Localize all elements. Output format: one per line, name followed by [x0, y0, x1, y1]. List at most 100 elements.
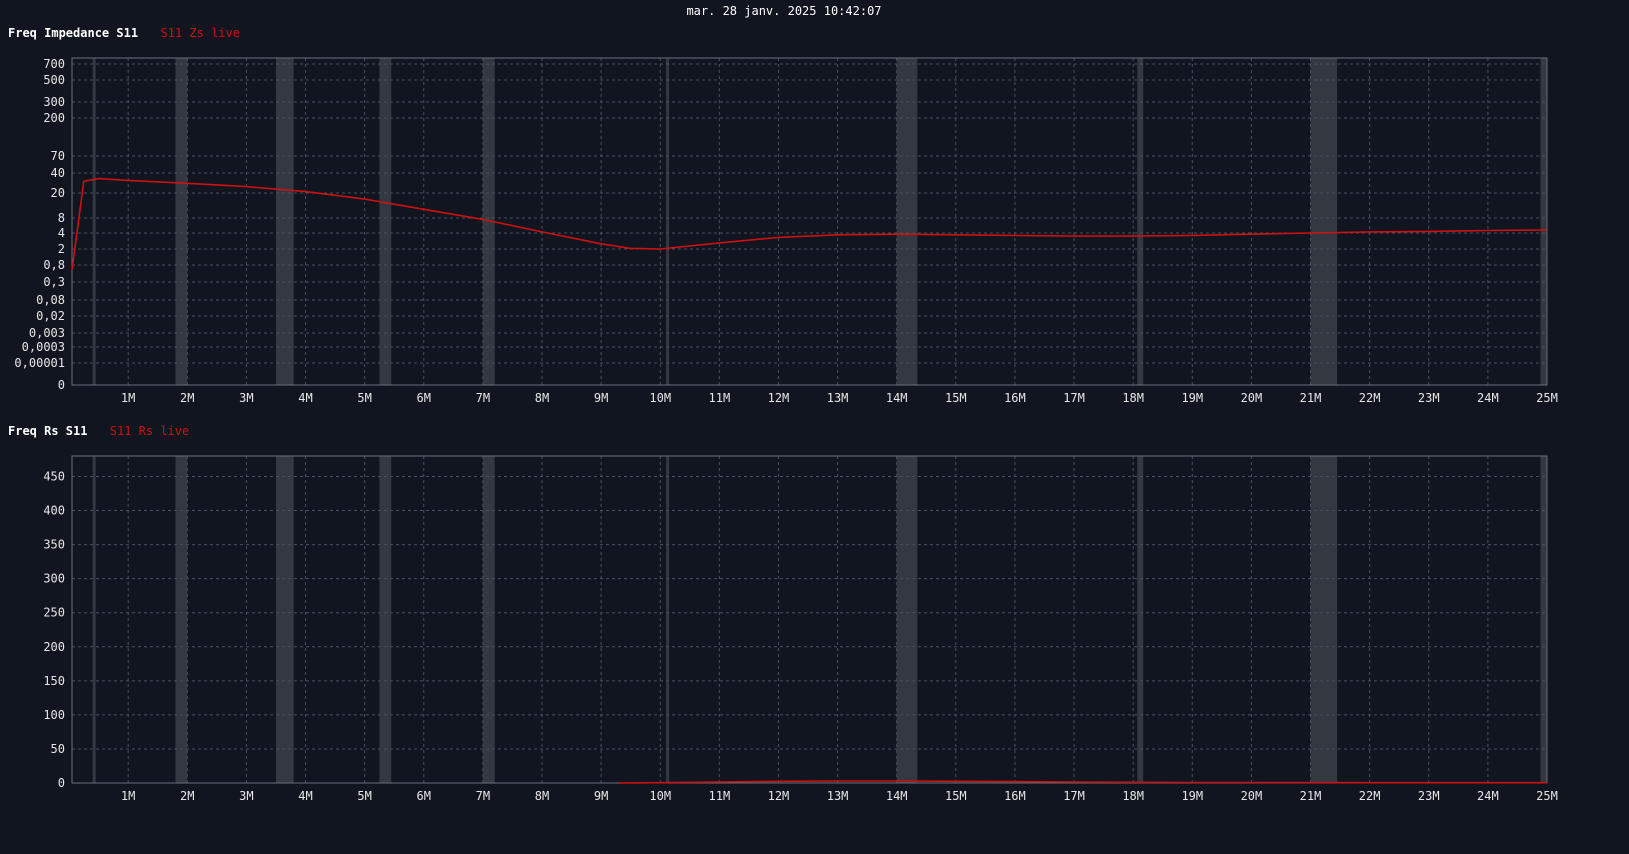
x-tick-label: 20M	[1241, 391, 1263, 405]
band-highlight	[379, 456, 392, 783]
series-line-s11-rs-live	[618, 780, 1547, 784]
y-tick-label: 500	[43, 73, 65, 87]
band-highlight	[896, 58, 918, 385]
band-highlight	[1540, 58, 1547, 385]
y-tick-label: 100	[43, 708, 65, 722]
x-tick-label: 1M	[121, 391, 135, 405]
band-highlight	[175, 58, 188, 385]
y-tick-label: 250	[43, 606, 65, 620]
y-tick-label: 4	[58, 226, 65, 240]
band-highlight	[379, 58, 392, 385]
x-tick-label: 10M	[649, 789, 671, 803]
legend-entry: S11 Zs live	[161, 26, 240, 40]
y-tick-label: 700	[43, 57, 65, 71]
band-highlight	[666, 456, 670, 783]
x-tick-label: 14M	[886, 391, 908, 405]
y-tick-label: 40	[51, 166, 65, 180]
chart-title: Freq Impedance S11	[8, 26, 138, 40]
band-highlight	[175, 456, 188, 783]
x-tick-label: 16M	[1004, 391, 1026, 405]
x-tick-label: 9M	[594, 789, 608, 803]
x-tick-label: 10M	[649, 391, 671, 405]
band-highlight	[92, 456, 96, 783]
x-tick-label: 19M	[1181, 391, 1203, 405]
band-highlight	[896, 456, 918, 783]
x-tick-label: 13M	[827, 789, 849, 803]
y-tick-label: 300	[43, 95, 65, 109]
band-highlight	[1137, 456, 1144, 783]
band-highlight	[275, 58, 294, 385]
plot-area-border	[71, 57, 1548, 386]
x-tick-label: 23M	[1418, 789, 1440, 803]
x-tick-label: 2M	[180, 391, 194, 405]
x-tick-label: 22M	[1359, 391, 1381, 405]
x-tick-label: 5M	[357, 789, 371, 803]
x-tick-label: 16M	[1004, 789, 1026, 803]
y-tick-label: 0	[58, 776, 65, 790]
x-tick-label: 11M	[709, 789, 731, 803]
y-tick-label: 2	[58, 242, 65, 256]
y-tick-label: 20	[51, 186, 65, 200]
x-tick-label: 8M	[535, 391, 549, 405]
plot-area-border	[71, 455, 1548, 784]
x-tick-label: 9M	[594, 391, 608, 405]
x-tick-label: 14M	[886, 789, 908, 803]
x-tick-label: 19M	[1181, 789, 1203, 803]
y-tick-label: 70	[51, 149, 65, 163]
y-tick-label: 0,0003	[22, 340, 65, 354]
x-tick-label: 24M	[1477, 789, 1499, 803]
x-tick-label: 17M	[1063, 789, 1085, 803]
x-tick-label: 3M	[239, 789, 253, 803]
band-highlight	[1540, 456, 1547, 783]
y-tick-label: 350	[43, 538, 65, 552]
x-tick-label: 3M	[239, 391, 253, 405]
legend-entry: S11 Rs live	[110, 424, 189, 438]
y-tick-label: 0,02	[36, 309, 65, 323]
x-tick-label: 8M	[535, 789, 549, 803]
x-tick-label: 20M	[1241, 789, 1263, 803]
x-tick-label: 4M	[298, 789, 312, 803]
band-highlight	[275, 456, 294, 783]
x-tick-label: 11M	[709, 391, 731, 405]
y-tick-label: 0	[58, 378, 65, 392]
band-highlight	[482, 58, 495, 385]
x-tick-label: 23M	[1418, 391, 1440, 405]
series-line-s11-zs-live	[71, 177, 1548, 271]
x-tick-label: 1M	[121, 789, 135, 803]
x-tick-label: 6M	[417, 391, 431, 405]
x-tick-label: 22M	[1359, 789, 1381, 803]
band-highlight	[666, 58, 670, 385]
band-highlight	[92, 58, 96, 385]
x-tick-label: 12M	[768, 789, 790, 803]
band-highlight	[482, 456, 495, 783]
y-tick-label: 0,08	[36, 293, 65, 307]
x-tick-label: 4M	[298, 391, 312, 405]
x-tick-label: 18M	[1122, 789, 1144, 803]
chart-title: Freq Rs S11	[8, 424, 87, 438]
x-tick-label: 21M	[1300, 391, 1322, 405]
x-tick-label: 5M	[357, 391, 371, 405]
x-tick-label: 7M	[476, 789, 490, 803]
x-tick-label: 15M	[945, 789, 967, 803]
rs-chart: Freq Rs S11 S11 Rs live 1M 2M 3M 4M 5M 6M 7M 8M 9M…	[8, 424, 1558, 803]
y-tick-label: 200	[43, 111, 65, 125]
y-tick-label: 400	[43, 504, 65, 518]
y-tick-label: 200	[43, 640, 65, 654]
x-tick-label: 25M	[1536, 391, 1558, 405]
y-tick-label: 450	[43, 469, 65, 483]
x-tick-label: 6M	[417, 789, 431, 803]
y-tick-label: 150	[43, 674, 65, 688]
band-highlight	[1137, 58, 1144, 385]
y-tick-label: 0,3	[43, 275, 65, 289]
x-tick-label: 12M	[768, 391, 790, 405]
x-tick-label: 17M	[1063, 391, 1085, 405]
y-tick-label: 0,8	[43, 258, 65, 272]
x-tick-label: 7M	[476, 391, 490, 405]
x-tick-label: 2M	[180, 789, 194, 803]
y-tick-label: 0,00001	[14, 356, 65, 370]
y-tick-label: 50	[51, 742, 65, 756]
y-tick-label: 300	[43, 572, 65, 586]
x-tick-label: 15M	[945, 391, 967, 405]
